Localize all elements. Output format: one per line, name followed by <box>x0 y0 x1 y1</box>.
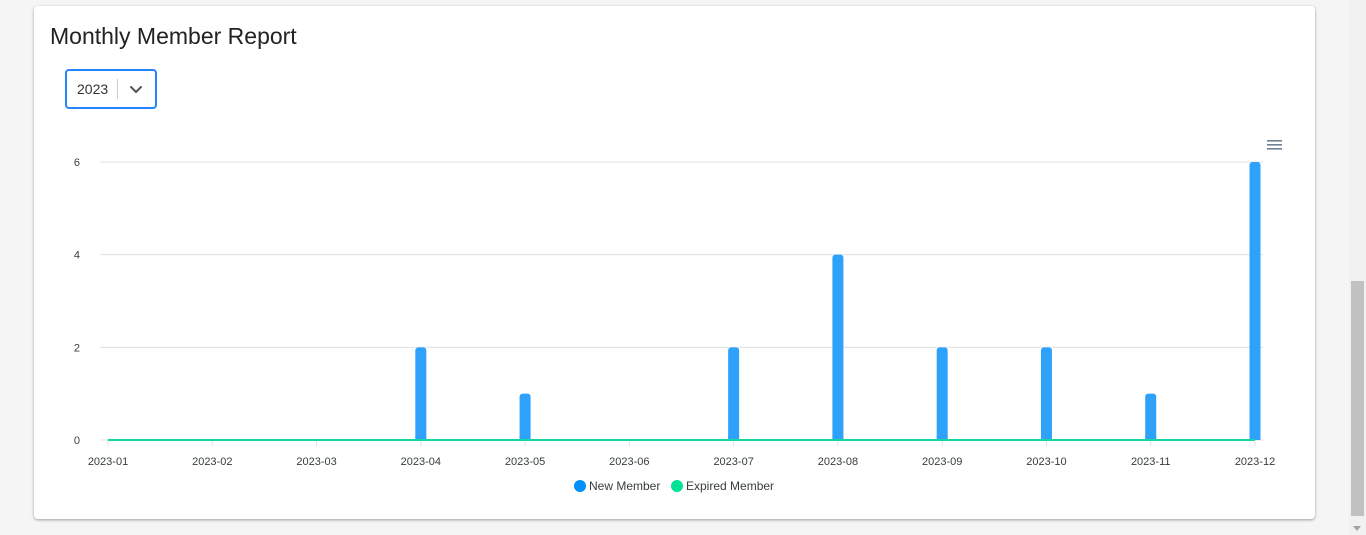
new-member-bar <box>1145 393 1157 440</box>
x-tick-label: 2023-09 <box>922 456 962 468</box>
new-member-bar-base <box>936 436 948 440</box>
year-select-value: 2023 <box>77 81 109 97</box>
new-member-bar-base <box>1040 436 1052 440</box>
x-tick-label: 2023-02 <box>192 456 232 468</box>
new-member-bar-base <box>1249 436 1261 440</box>
x-tick-label: 2023-08 <box>818 456 858 468</box>
report-title: Monthly Member Report <box>50 23 297 49</box>
year-select-separator <box>117 79 118 99</box>
chart-legend: New Member Expired Member <box>574 479 774 493</box>
scroll-down-arrow-icon[interactable] <box>1353 526 1361 531</box>
legend-marker <box>671 480 683 492</box>
new-member-bar <box>728 347 740 440</box>
legend-label: New Member <box>589 479 660 493</box>
page-scrollbar[interactable] <box>1349 0 1366 535</box>
new-member-bar <box>519 393 531 440</box>
x-tick-label: 2023-03 <box>296 456 336 468</box>
y-tick-label: 2 <box>74 342 80 354</box>
x-tick-label: 2023-01 <box>88 456 128 468</box>
chevron-down-icon[interactable] <box>118 71 154 107</box>
x-tick-label: 2023-10 <box>1026 456 1066 468</box>
chart-grid <box>100 161 1263 441</box>
legend-marker <box>574 480 586 492</box>
new-member-bar-base <box>832 436 844 440</box>
x-axis-labels: 2023-01 2023-02 2023-03 2023-04 2023-05 2023-… <box>88 456 1275 468</box>
year-select[interactable]: 2023 <box>65 69 157 109</box>
x-tick-label: 2023-07 <box>713 456 753 468</box>
new-member-bar-base <box>519 436 531 440</box>
new-member-bars <box>415 162 1261 440</box>
new-member-bar-base <box>415 436 427 440</box>
hamburger-menu-icon[interactable] <box>1267 139 1283 151</box>
y-tick-label: 0 <box>74 435 80 447</box>
y-tick-label: 4 <box>74 250 80 262</box>
x-tick-label: 2023-11 <box>1131 456 1171 468</box>
y-axis-labels: 0 2 4 6 <box>74 157 80 447</box>
x-tick-label: 2023-12 <box>1235 456 1275 468</box>
new-member-bar <box>1249 162 1261 440</box>
x-tick-label: 2023-05 <box>505 456 545 468</box>
new-member-bar-base <box>728 436 740 440</box>
new-member-bar <box>1040 347 1052 440</box>
x-tick-label: 2023-04 <box>401 456 441 468</box>
x-tick-label: 2023-06 <box>609 456 649 468</box>
new-member-bar <box>936 347 948 440</box>
new-member-bar <box>832 254 844 440</box>
legend-label: Expired Member <box>686 479 774 493</box>
y-tick-label: 6 <box>74 157 80 169</box>
scrollbar-thumb[interactable] <box>1351 281 1364 516</box>
member-chart: 0 2 4 6 2023-01 2023-02 2023-03 2023-04 2023-05… <box>74 139 1283 493</box>
new-member-bar-base <box>1145 436 1157 440</box>
new-member-bar <box>415 347 427 440</box>
